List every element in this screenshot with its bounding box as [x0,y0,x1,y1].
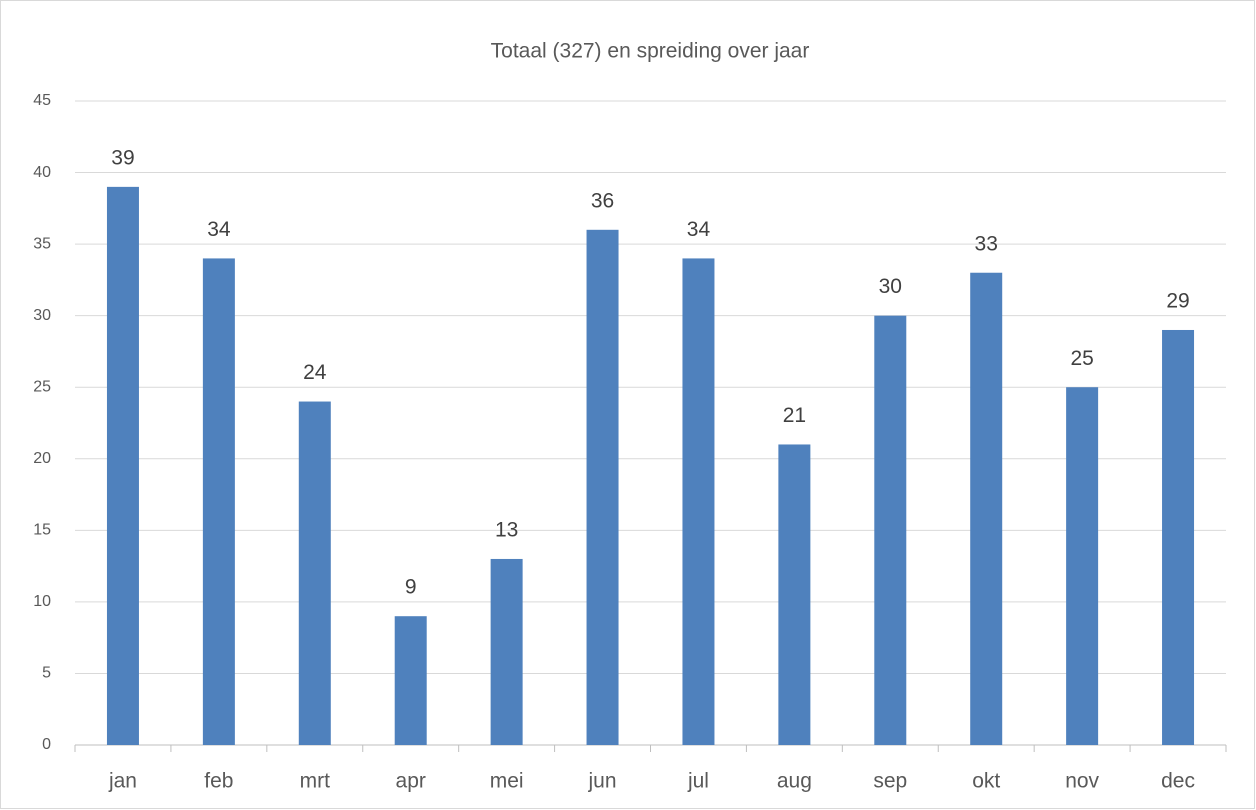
data-label: 39 [111,146,134,169]
data-label: 29 [1166,290,1189,313]
data-label: 25 [1070,347,1093,370]
bar [106,186,139,745]
data-label: 30 [879,275,902,298]
bar [202,258,235,745]
data-label: 34 [687,218,711,241]
data-label: 9 [405,576,417,599]
chart-title: Totaal (327) en spreiding over jaar [491,40,810,63]
bar [778,444,811,745]
y-tick-label: 40 [33,164,51,181]
y-tick-label: 10 [33,593,51,610]
x-tick-label: jun [588,770,617,793]
y-tick-label: 45 [33,92,51,109]
y-tick-label: 5 [42,665,51,682]
y-tick-label: 25 [33,378,51,395]
data-label: 33 [975,232,998,255]
x-tick-label: okt [972,770,1000,793]
bar [682,258,715,745]
y-tick-label: 30 [33,307,51,324]
y-tick-label: 0 [42,736,51,753]
bar [1162,329,1195,745]
x-tick-label: jan [108,770,137,793]
data-label: 34 [207,218,231,241]
x-tick-label: feb [204,770,233,793]
data-label: 24 [303,361,327,384]
data-label: 36 [591,189,614,212]
x-tick-label: apr [396,770,426,793]
data-label: 21 [783,404,806,427]
bar [1066,387,1099,745]
y-tick-label: 35 [33,235,51,252]
bar [490,558,523,745]
data-label: 13 [495,519,518,542]
bar [394,616,427,745]
x-tick-label: mrt [300,770,330,793]
x-tick-label: jul [687,770,709,793]
bar [586,229,619,746]
bar [874,315,907,745]
bar [298,401,331,745]
x-tick-label: nov [1065,770,1099,793]
y-tick-label: 15 [33,522,51,539]
x-tick-label: aug [777,770,812,793]
x-tick-label: mei [490,770,524,793]
bar [970,272,1003,745]
x-tick-label: sep [873,770,907,793]
x-tick-label: dec [1161,770,1195,793]
y-tick-label: 20 [33,450,51,467]
